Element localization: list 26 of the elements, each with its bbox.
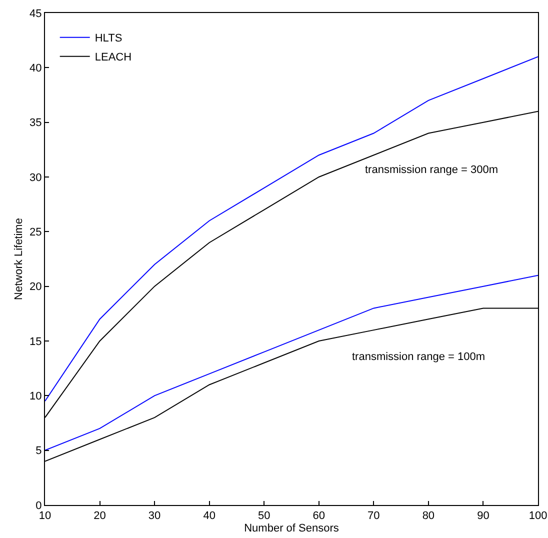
x-tick-label: 80 bbox=[422, 510, 435, 522]
y-tick-label: 45 bbox=[30, 8, 42, 20]
y-axis-title: Network Lifetime bbox=[13, 218, 26, 300]
y-tick-label: 5 bbox=[36, 445, 42, 458]
y-tick-label: 20 bbox=[30, 281, 42, 294]
x-tick-label: 70 bbox=[368, 510, 380, 522]
x-tick-label: 60 bbox=[312, 510, 326, 522]
x-tick-label: 40 bbox=[203, 510, 216, 522]
y-tick-label: 30 bbox=[30, 172, 42, 184]
y-tick-label: 35 bbox=[30, 117, 42, 130]
y-tick-label: 40 bbox=[30, 62, 42, 75]
x-tick-label: 20 bbox=[94, 510, 106, 522]
y-tick-label: 0 bbox=[36, 500, 42, 512]
y-tick-label: 15 bbox=[30, 336, 42, 348]
x-axis-title: Number of Sensors bbox=[244, 522, 340, 534]
legend-label: HLTS bbox=[94, 32, 122, 45]
line-series bbox=[45, 274, 538, 451]
y-tick-label: 10 bbox=[30, 390, 42, 403]
y-tick-label: 25 bbox=[30, 226, 42, 239]
annotation: transmission range = 300m bbox=[365, 164, 498, 176]
x-tick-label: 100 bbox=[528, 510, 548, 522]
x-tick-label: 30 bbox=[148, 510, 161, 522]
x-tick-label: 50 bbox=[258, 510, 270, 522]
x-tick-label: 90 bbox=[477, 510, 490, 522]
legend-label: LEACH bbox=[94, 52, 132, 64]
annotation: transmission range = 100m bbox=[352, 351, 485, 363]
